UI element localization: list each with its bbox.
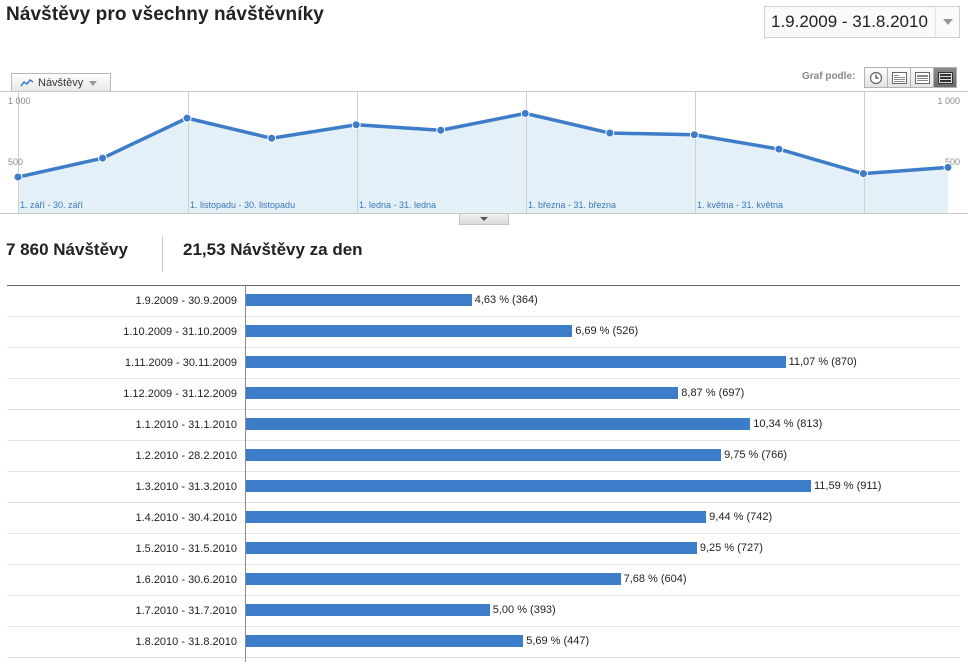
chart-data-point <box>605 128 615 138</box>
chevron-down-icon <box>89 80 98 86</box>
table-row-period: 1.11.2009 - 30.11.2009 <box>124 357 237 369</box>
chart-data-point <box>267 133 277 143</box>
table-bar-axis <box>245 286 246 662</box>
clock-icon[interactable] <box>864 67 888 88</box>
table-row-period: 1.6.2010 - 30.6.2010 <box>135 574 237 586</box>
chart-data-point <box>520 108 530 118</box>
day-icon[interactable] <box>887 67 911 88</box>
table-row-value: 8,87 % (697) <box>681 387 745 399</box>
table-row-period: 1.8.2010 - 31.8.2010 <box>135 636 237 648</box>
table-row: 1.11.2009 - 30.11.2009 11,07 % (870) <box>7 348 960 379</box>
table-row-bar <box>246 635 524 647</box>
table-row-period: 1.12.2009 - 31.12.2009 <box>123 388 237 400</box>
date-range-dropdown-icon[interactable] <box>935 7 959 37</box>
metric-selector-tab[interactable]: Návštěvy <box>11 73 111 92</box>
table-row-value: 9,25 % (727) <box>699 542 763 554</box>
table-row-period: 1.10.2009 - 31.10.2009 <box>123 326 237 338</box>
graph-granularity-buttons <box>864 67 957 88</box>
x-axis-label: 1. května - 31. května <box>697 200 783 210</box>
table-row: 1.3.2010 - 31.3.2010 11,59 % (911) <box>7 472 960 503</box>
table-row-period: 1.3.2010 - 31.3.2010 <box>135 481 237 493</box>
table-row: 1.8.2010 - 31.8.2010 5,69 % (447) <box>7 627 960 658</box>
table-row-value: 5,69 % (447) <box>526 635 590 647</box>
chart-data-point <box>351 120 361 130</box>
chart-data-point <box>98 153 108 163</box>
chart-data-point <box>858 169 868 179</box>
summary-total-visits: 7 860 Návštěvy <box>6 240 128 259</box>
visits-line-chart: 1 000 1 000 500 500 1. září - 30. září 1. lis… <box>0 91 968 214</box>
date-range-label: 1.9.2009 - 31.8.2010 <box>771 12 928 31</box>
month-icon[interactable] <box>933 67 957 88</box>
table-row-value: 9,44 % (742) <box>709 511 773 523</box>
chart-data-point <box>774 144 784 154</box>
table-row-value: 10,34 % (813) <box>753 418 823 430</box>
table-row-bar <box>246 387 679 399</box>
line-chart-icon <box>20 78 34 87</box>
chart-data-point <box>943 162 953 172</box>
collapse-chart-button[interactable] <box>459 214 509 225</box>
table-row-value: 11,07 % (870) <box>788 356 857 368</box>
table-row-bar <box>246 480 811 492</box>
x-axis-label: 1. března - 31. března <box>528 200 616 210</box>
y-tick-label-left: 1 000 <box>8 96 31 106</box>
chart-data-point <box>13 172 23 182</box>
table-top-border <box>7 285 960 286</box>
summary-divider <box>162 236 163 272</box>
table-row-bar <box>246 418 751 430</box>
table-row-bar <box>246 325 573 337</box>
summary-visits-per-day: 21,53 Návštěvy za den <box>183 240 363 259</box>
table-row-bar <box>246 511 707 523</box>
table-row: 1.4.2010 - 30.4.2010 9,44 % (742) <box>7 503 960 534</box>
y-tick-label-left: 500 <box>8 157 23 167</box>
date-range-picker[interactable]: 1.9.2009 - 31.8.2010 <box>764 6 960 38</box>
table-row-period: 1.1.2010 - 31.1.2010 <box>135 419 237 431</box>
table-row: 1.10.2009 - 31.10.2009 6,69 % (526) <box>7 317 960 348</box>
table-row-period: 1.4.2010 - 30.4.2010 <box>135 512 237 524</box>
table-row: 1.2.2010 - 28.2.2010 9,75 % (766) <box>7 441 960 472</box>
table-row-bar <box>246 449 722 461</box>
y-tick-label-right: 500 <box>945 157 960 167</box>
visits-chart: 1 000 1 000 500 500 1. září - 30. září 1. lis… <box>0 91 968 214</box>
table-row-bar <box>246 542 697 554</box>
table-row-value: 9,75 % (766) <box>724 449 788 461</box>
table-row: 1.6.2010 - 30.6.2010 7,68 % (604) <box>7 565 960 596</box>
table-row-value: 5,00 % (393) <box>492 604 556 616</box>
x-axis-label: 1. ledna - 31. ledna <box>359 200 436 210</box>
table-row-value: 7,68 % (604) <box>623 573 687 585</box>
chart-series-line <box>17 111 949 179</box>
chart-area-fill <box>18 113 948 213</box>
table-row: 1.5.2010 - 31.5.2010 9,25 % (727) <box>7 534 960 565</box>
table-row: 1.9.2009 - 30.9.2009 4,63 % (364) <box>7 286 960 317</box>
table-row-period: 1.9.2009 - 30.9.2009 <box>135 295 237 307</box>
table-row-bar <box>246 573 621 585</box>
table-row: 1.1.2010 - 31.1.2010 10,34 % (813) <box>7 410 960 441</box>
table-row-value: 11,59 % (911) <box>814 480 882 492</box>
table-row: 1.7.2010 - 31.7.2010 5,00 % (393) <box>7 596 960 627</box>
week-icon[interactable] <box>910 67 934 88</box>
metric-tab-label: Návštěvy <box>38 77 84 89</box>
x-axis-label: 1. září - 30. září <box>20 200 84 210</box>
y-tick-label-right: 1 000 <box>937 96 960 106</box>
table-row-period: 1.2.2010 - 28.2.2010 <box>135 450 237 462</box>
chart-data-point <box>436 125 446 135</box>
chart-data-point <box>689 130 699 140</box>
table-row-period: 1.7.2010 - 31.7.2010 <box>135 605 237 617</box>
table-row-bar <box>246 294 472 306</box>
visits-table: 1.9.2009 - 30.9.2009 4,63 % (364) 1.10.200… <box>7 286 960 658</box>
table-row: 1.12.2009 - 31.12.2009 8,87 % (697) <box>7 379 960 410</box>
table-row-period: 1.5.2010 - 31.5.2010 <box>135 543 237 555</box>
table-row-value: 6,69 % (526) <box>575 325 639 337</box>
x-axis-label: 1. listopadu - 30. listopadu <box>190 200 295 210</box>
table-row-bar <box>246 604 490 616</box>
table-row-value: 4,63 % (364) <box>474 294 538 306</box>
graph-by-label: Graf podle: <box>802 71 856 82</box>
chart-data-point <box>182 113 192 123</box>
table-row-bar <box>246 356 786 368</box>
chevron-down-icon <box>480 217 488 221</box>
page-title: Návštěvy pro všechny návštěvníky <box>6 4 324 25</box>
